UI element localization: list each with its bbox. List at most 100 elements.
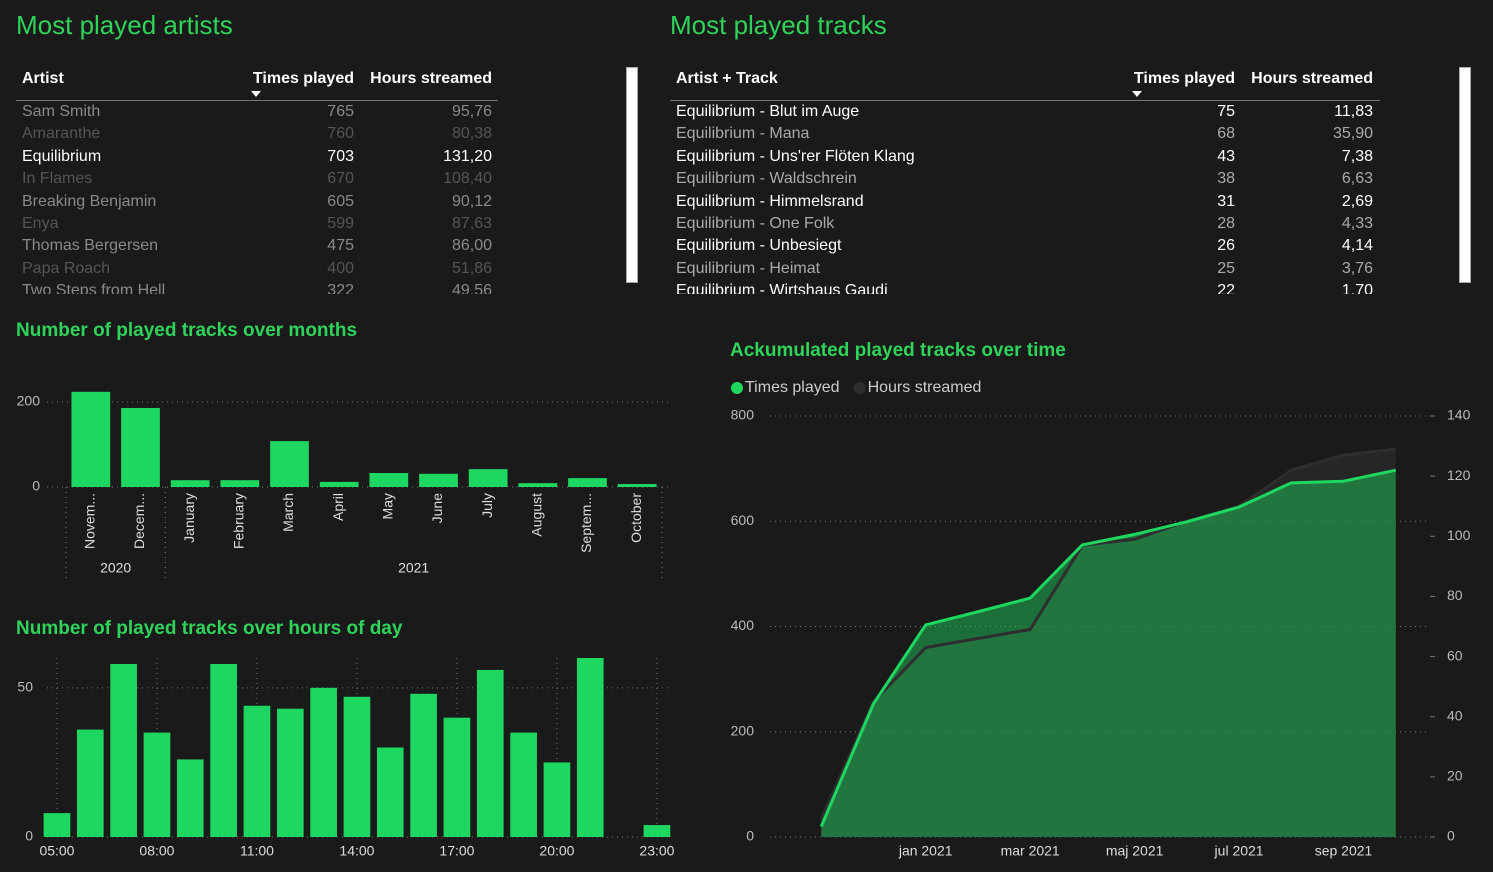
y2-tick-label: 120 xyxy=(1447,467,1471,483)
table-row[interactable]: Equilibrium - Himmelsrand 31 2,69 xyxy=(670,193,1380,215)
tracks-table: Artist + Track Times played Hours streamed… xyxy=(670,64,1380,294)
x-tick-label: Novem... xyxy=(82,493,98,549)
bar xyxy=(643,825,671,837)
column-header[interactable]: Times played xyxy=(252,70,354,87)
table-cell: 3,76 xyxy=(1341,259,1373,277)
x-tick-label: 23:00 xyxy=(639,843,674,859)
bar xyxy=(319,481,359,487)
table-cell: 322 xyxy=(327,282,354,294)
table-cell: 11,83 xyxy=(1334,103,1373,120)
table-cell: 90,12 xyxy=(451,192,492,210)
scrollbar[interactable] xyxy=(1459,67,1471,283)
y-tick-label: 0 xyxy=(746,828,754,844)
table-cell: 35,90 xyxy=(1332,125,1373,143)
table-row[interactable]: Equilibrium 703 131,20 xyxy=(16,148,498,170)
y-tick-label: 400 xyxy=(731,617,755,633)
column-header[interactable]: Artist xyxy=(22,70,64,87)
table-cell: 760 xyxy=(327,125,354,143)
bar xyxy=(468,469,508,487)
bar xyxy=(71,391,111,487)
table-row[interactable]: Amaranthe 760 80,38 xyxy=(16,125,498,147)
legend-marker xyxy=(731,382,743,394)
column-header[interactable]: Hours streamed xyxy=(1251,70,1373,87)
table-row[interactable]: Equilibrium - One Folk 28 4,33 xyxy=(670,215,1380,237)
table-cell: 80,38 xyxy=(451,125,492,143)
x-tick-label: October xyxy=(628,493,644,543)
table-row[interactable]: Equilibrium - Wirtshaus Gaudi 22 1,70 xyxy=(670,282,1380,294)
table-row[interactable]: Equilibrium - Blut im Auge 75 11,83 xyxy=(670,103,1380,125)
bar xyxy=(543,762,571,837)
table-row[interactable]: Sam Smith 765 95,76 xyxy=(16,103,498,125)
table-cell: Equilibrium - Unbesiegt xyxy=(676,237,842,255)
x-tick-label: 20:00 xyxy=(539,843,574,859)
table-cell: Equilibrium - Himmelsrand xyxy=(676,192,864,210)
sort-icon[interactable] xyxy=(251,91,261,97)
area-fill xyxy=(821,470,1396,837)
x-tick-label: August xyxy=(529,493,545,537)
sort-icon[interactable] xyxy=(1132,91,1142,97)
y-tick-label: 0 xyxy=(32,478,40,494)
table-cell: 25 xyxy=(1217,259,1235,277)
line xyxy=(819,468,1397,828)
table-row[interactable]: Papa Roach 400 51,86 xyxy=(16,260,498,282)
chart-title: Number of played tracks over months xyxy=(16,320,357,341)
column-header[interactable]: Hours streamed xyxy=(370,70,492,87)
legend-label: Times played xyxy=(745,379,840,396)
y-tick-label: 0 xyxy=(25,828,33,844)
x-group-label: 2021 xyxy=(398,560,429,576)
table-cell: Equilibrium - Uns'rer Flöten Klang xyxy=(676,147,915,165)
bar xyxy=(410,693,437,837)
table-cell: 1,70 xyxy=(1341,282,1373,294)
table-cell: 4,14 xyxy=(1341,237,1373,255)
table-row[interactable]: Enya 599 87,63 xyxy=(16,215,498,237)
table-cell: 599 xyxy=(327,214,354,232)
table-cell: 86,00 xyxy=(451,237,492,255)
x-tick-label: 14:00 xyxy=(339,843,374,859)
table-row[interactable]: Equilibrium - Unbesiegt 26 4,14 xyxy=(670,237,1380,259)
table-row[interactable]: Breaking Benjamin 605 90,12 xyxy=(16,193,498,215)
table-row[interactable]: Equilibrium - Mana 68 35,90 xyxy=(670,125,1380,147)
table-cell: 670 xyxy=(327,170,354,188)
y-tick-label: 200 xyxy=(17,393,41,409)
legend-marker xyxy=(853,382,866,394)
scrollbar[interactable] xyxy=(626,67,638,283)
x-tick-label: jul 2021 xyxy=(1214,843,1264,859)
y2-tick-label: 0 xyxy=(1447,828,1455,844)
table-row[interactable]: Equilibrium - Uns'rer Flöten Klang 43 7,38 xyxy=(670,148,1380,170)
chart-title: Number of played tracks over hours of da… xyxy=(16,618,403,639)
table-cell: 43 xyxy=(1217,147,1235,165)
table-cell: Equilibrium xyxy=(22,147,102,165)
x-tick-label: 11:00 xyxy=(240,843,274,859)
table-row[interactable]: Thomas Bergersen 475 86,00 xyxy=(16,237,498,259)
bar xyxy=(343,696,371,837)
table-row[interactable]: Two Steps from Hell 322 49,56 xyxy=(16,282,498,294)
table-row[interactable]: In Flames 670 108,40 xyxy=(16,170,498,192)
x-tick-label: jan 2021 xyxy=(898,843,953,859)
section-title: Most played tracks xyxy=(670,10,887,40)
table-cell: 703 xyxy=(327,147,354,165)
table-cell: Two Steps from Hell xyxy=(22,282,166,294)
table-cell: Equilibrium - Mana xyxy=(676,125,810,143)
x-group-label: 2020 xyxy=(100,560,131,576)
column-header[interactable]: Artist + Track xyxy=(676,70,778,87)
table-cell: 131,20 xyxy=(443,147,492,165)
y2-tick-label: 140 xyxy=(1447,407,1471,423)
table-cell: Papa Roach xyxy=(22,259,111,277)
x-tick-label: July xyxy=(479,493,495,518)
table-cell: Equilibrium - Waldschrein xyxy=(676,170,857,188)
x-tick-label: Decem... xyxy=(131,493,147,549)
table-row[interactable]: Equilibrium - Heimat 25 3,76 xyxy=(670,260,1380,282)
bar xyxy=(176,759,204,837)
x-tick-label: 08:00 xyxy=(139,843,174,859)
column-header[interactable]: Times played xyxy=(1133,70,1235,87)
y-tick-label: 600 xyxy=(731,512,755,528)
y-tick-label: 200 xyxy=(731,722,755,738)
section-title: Most played artists xyxy=(16,10,233,40)
x-tick-label: sep 2021 xyxy=(1315,843,1373,859)
table-cell: 75 xyxy=(1217,103,1235,120)
table-cell: 38 xyxy=(1217,170,1235,188)
table-row[interactable]: Equilibrium - Waldschrein 38 6,63 xyxy=(670,170,1380,192)
chart-title: Ackumulated played tracks over time xyxy=(730,340,1066,361)
x-tick-label: maj 2021 xyxy=(1106,843,1164,859)
x-tick-label: April xyxy=(330,493,346,521)
